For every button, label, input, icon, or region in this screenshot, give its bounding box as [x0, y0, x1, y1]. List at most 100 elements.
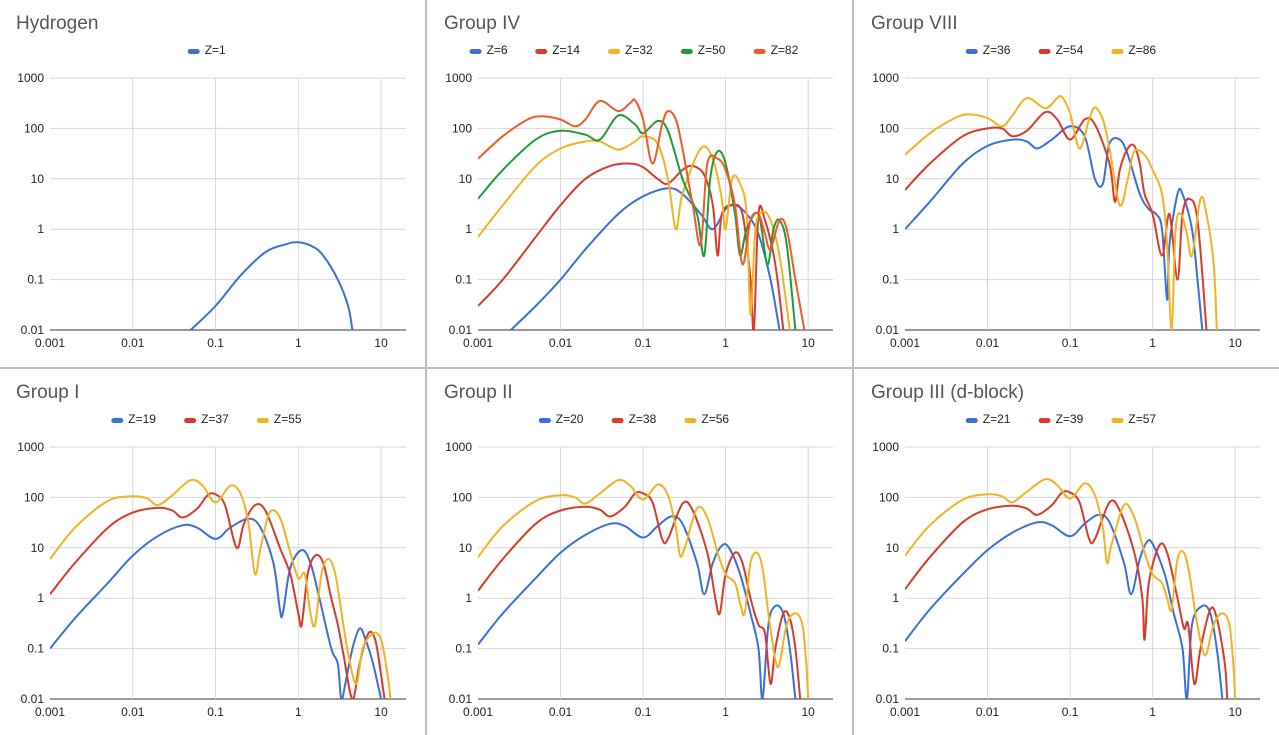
- x-tick-label: 1: [722, 336, 729, 350]
- legend-swatch: [187, 49, 200, 54]
- x-tick-label: 0.001: [463, 336, 493, 350]
- legend-swatch: [684, 418, 697, 423]
- chart-title: Group III (d-block): [871, 382, 1025, 403]
- y-tick-label: 0.01: [876, 323, 900, 337]
- series-line-z54: [905, 110, 1208, 330]
- y-tick-label: 100: [452, 121, 472, 135]
- horizontal-divider: [0, 367, 1279, 369]
- legend-swatch: [965, 49, 978, 54]
- y-tick-label: 0.1: [455, 273, 472, 287]
- y-tick-label: 10: [31, 172, 45, 186]
- legend-swatch: [535, 49, 548, 54]
- chart-panel-group-iv: Group IV 0.01 0.1 1 10 100 1000 0.001 0.01 0.1 1 10…: [428, 0, 852, 367]
- chart-title: Group II: [444, 382, 513, 403]
- y-tick-label: 0.1: [27, 273, 44, 287]
- y-tick-label: 0.1: [882, 273, 899, 287]
- legend-swatch: [680, 49, 693, 54]
- y-tick-label: 10: [886, 541, 900, 555]
- chart-panel-hydrogen: Hydrogen 0.01 0.1 1 10 100 1000 0.001 0.01 0.1 1 10…: [0, 0, 425, 367]
- legend-label: Z=54: [1056, 43, 1084, 57]
- x-tick-label: 10: [374, 705, 388, 719]
- series-line-z50: [478, 114, 797, 330]
- series-line-z37: [50, 492, 386, 699]
- x-tick-label: 1: [295, 705, 302, 719]
- y-tick-label: 10: [31, 541, 45, 555]
- series-line-z36: [905, 125, 1204, 330]
- y-tick-label: 0.01: [449, 323, 473, 337]
- legend-label: Z=36: [983, 43, 1011, 57]
- series-line-z86: [905, 94, 1218, 330]
- chart-panel-group-i: Group I 0.01 0.1 1 10 100 1000 0.001 0.01 0.1 1 10 Z…: [0, 369, 425, 735]
- legend-label: Z=56: [701, 412, 729, 426]
- chart-title: Hydrogen: [16, 13, 99, 34]
- y-tick-label: 1: [892, 222, 899, 236]
- series-line-z56: [478, 478, 810, 699]
- plot-area: [50, 478, 392, 699]
- x-tick-label: 10: [1228, 705, 1242, 719]
- y-tick-label: 100: [879, 121, 899, 135]
- x-tick-label: 0.01: [121, 705, 145, 719]
- plot-area: [189, 241, 354, 330]
- y-tick-label: 0.1: [455, 642, 472, 656]
- y-tick-label: 1000: [17, 71, 44, 85]
- series-line-z20: [478, 515, 797, 699]
- x-tick-label: 0.001: [463, 705, 493, 719]
- legend-label: Z=14: [552, 43, 580, 57]
- x-tick-label: 1: [722, 705, 729, 719]
- y-tick-label: 10: [459, 172, 473, 186]
- y-tick-label: 0.01: [876, 692, 900, 706]
- x-tick-label: 1: [1149, 336, 1156, 350]
- legend-label: Z=86: [1128, 43, 1156, 57]
- series-line-z32: [478, 135, 791, 330]
- y-tick-label: 1: [465, 222, 472, 236]
- x-tick-label: 0.01: [121, 336, 145, 350]
- y-tick-label: 0.1: [882, 642, 899, 656]
- legend-swatch: [469, 49, 482, 54]
- x-tick-label: 1: [295, 336, 302, 350]
- x-tick-label: 1: [1149, 705, 1156, 719]
- legend-label: Z=21: [983, 412, 1011, 426]
- y-tick-label: 1000: [17, 440, 44, 454]
- series-line-z39: [905, 490, 1229, 699]
- y-tick-label: 10: [886, 172, 900, 186]
- chart-panel-group-viii: Group VIII 0.01 0.1 1 10 100 1000 0.001 0.01 0.1 1…: [855, 0, 1279, 367]
- plot-area: [905, 94, 1218, 330]
- legend-label: Z=38: [629, 412, 657, 426]
- x-tick-label: 10: [801, 336, 815, 350]
- legend-swatch: [1038, 49, 1051, 54]
- x-tick-label: 0.001: [35, 705, 65, 719]
- chart-title: Group IV: [444, 13, 521, 34]
- legend-swatch: [538, 418, 551, 423]
- legend-swatch: [753, 49, 766, 54]
- chart-title: Group I: [16, 382, 80, 403]
- y-tick-label: 0.01: [21, 692, 45, 706]
- y-tick-label: 10: [459, 541, 473, 555]
- plot-area: [478, 98, 806, 330]
- y-tick-label: 1000: [445, 440, 472, 454]
- legend-swatch: [608, 49, 620, 54]
- x-tick-label: 0.1: [207, 336, 224, 350]
- x-tick-label: 0.01: [976, 336, 1000, 350]
- legend-swatch: [256, 418, 269, 423]
- y-tick-label: 100: [24, 121, 44, 135]
- x-tick-label: 0.1: [635, 336, 652, 350]
- series-line-z82: [478, 98, 806, 330]
- legend-swatch: [111, 418, 124, 423]
- legend-swatch: [1111, 49, 1124, 54]
- y-tick-label: 1000: [445, 71, 472, 85]
- y-tick-label: 1: [37, 591, 44, 605]
- legend-label: Z=6: [487, 43, 508, 57]
- legend-label: Z=20: [556, 412, 584, 426]
- x-tick-label: 10: [374, 336, 388, 350]
- x-tick-label: 10: [1228, 336, 1242, 350]
- chart-panel-group-iii: Group III (d-block) 0.01 0.1 1 10 100 1000 0.00…: [855, 369, 1279, 735]
- legend-label: Z=39: [1056, 412, 1084, 426]
- series-line-z1: [189, 241, 354, 330]
- y-tick-label: 1: [37, 222, 44, 236]
- legend-label: Z=57: [1128, 412, 1156, 426]
- y-tick-label: 100: [879, 490, 899, 504]
- series-line-z55: [50, 478, 392, 699]
